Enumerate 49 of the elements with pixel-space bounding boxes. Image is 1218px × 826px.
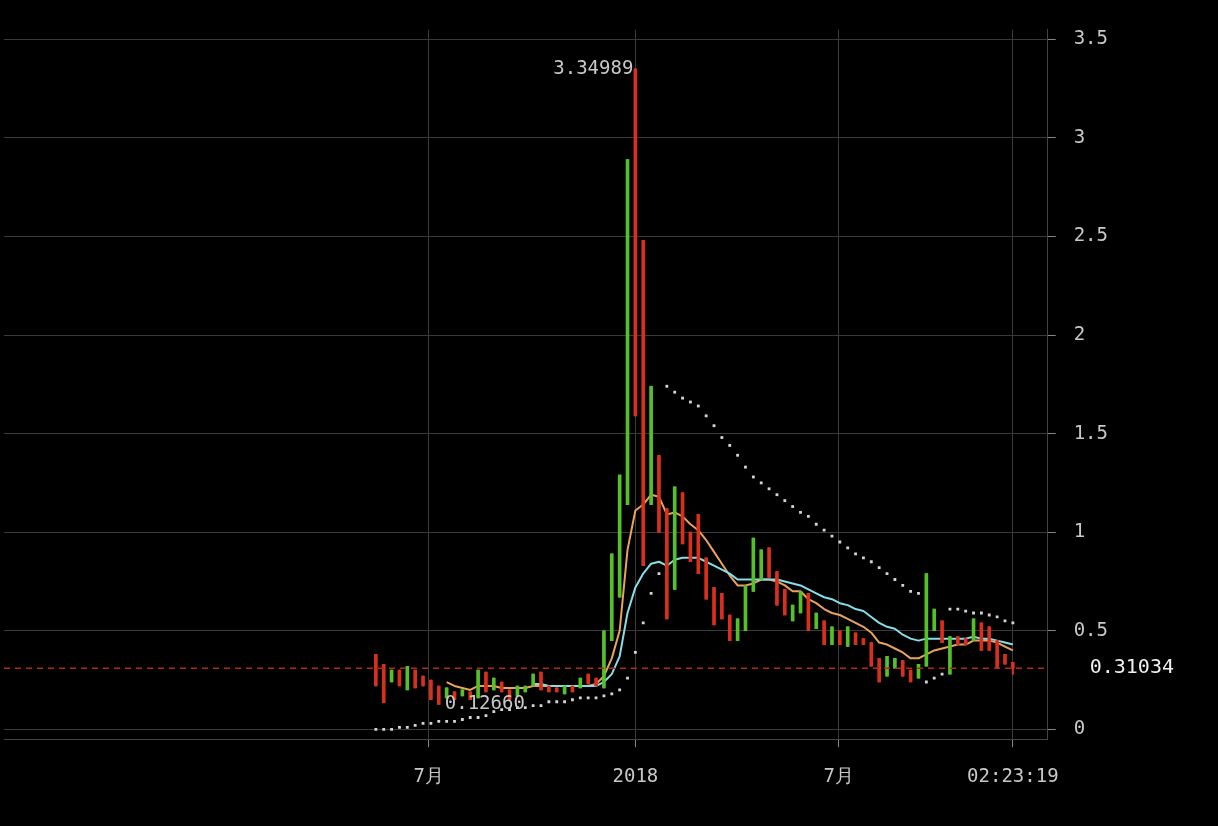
candlestick — [822, 620, 826, 645]
candlestick — [869, 642, 874, 667]
x-tick-label: 7月 — [823, 763, 854, 786]
candlestick — [932, 608, 937, 632]
candlestick — [987, 626, 992, 651]
ref-line-label: 0.31034 — [1089, 654, 1174, 679]
candlestick — [672, 486, 677, 590]
candlestick — [696, 514, 701, 574]
y-tick-label: 0 — [1073, 716, 1086, 739]
candlestick — [680, 492, 685, 545]
candlestick — [806, 592, 811, 632]
candlestick — [727, 614, 732, 641]
candlestick — [617, 474, 622, 598]
y-tick-label: 2.5 — [1073, 223, 1109, 246]
candlestick — [814, 612, 819, 630]
candlestick — [641, 240, 646, 567]
candlestick — [720, 592, 724, 620]
x-tick-label: 7月 — [413, 763, 444, 786]
y-tick-label: 1 — [1073, 519, 1086, 542]
x-tick-label: 02:23:19 — [967, 763, 1059, 786]
y-tick-label: 3 — [1073, 124, 1086, 147]
candlestick — [759, 549, 764, 580]
candlestick — [751, 537, 756, 592]
candlestick — [924, 573, 929, 667]
candlestick — [413, 669, 418, 689]
x-tick-label: 2018 — [612, 763, 659, 786]
candlestick — [838, 630, 842, 645]
candlestick — [609, 553, 614, 641]
candlestick — [397, 669, 402, 687]
y-tick-label: 3.5 — [1073, 26, 1109, 49]
candlestick — [735, 618, 740, 641]
candlestick — [955, 636, 960, 645]
candlestick — [381, 663, 386, 704]
candlestick — [900, 660, 905, 677]
candlestick — [845, 626, 850, 647]
candlestick — [436, 685, 441, 705]
candlestick — [374, 654, 378, 687]
candlestick — [405, 665, 410, 691]
candlestick — [782, 589, 787, 616]
candlestick — [790, 604, 795, 622]
annotation: 0.12660 — [444, 691, 525, 714]
candlestick — [570, 685, 575, 693]
candlestick — [963, 638, 968, 645]
candlestick — [979, 622, 984, 651]
candlestick — [704, 557, 708, 600]
y-tick-label: 0.5 — [1073, 617, 1109, 640]
y-tick-label: 1.5 — [1073, 420, 1109, 443]
annotation: 3.34989 — [553, 55, 634, 78]
y-tick-label: 2 — [1073, 321, 1086, 344]
